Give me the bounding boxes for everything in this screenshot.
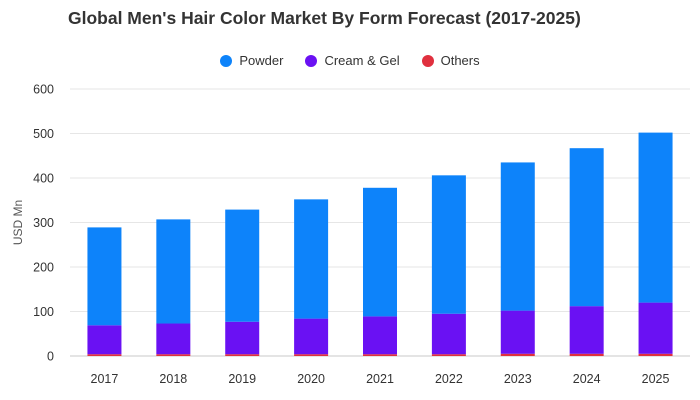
bar-cream-gel-2018 — [156, 323, 191, 355]
x-tick-label: 2022 — [435, 372, 463, 386]
bar-powder-2020 — [294, 199, 329, 319]
y-tick-label: 100 — [33, 305, 54, 319]
y-tick-label: 400 — [33, 172, 54, 186]
bar-cream-gel-2025 — [638, 302, 673, 354]
bar-powder-2022 — [431, 175, 466, 314]
bar-powder-2025 — [638, 132, 673, 303]
bar-cream-gel-2020 — [294, 318, 329, 355]
bar-others-2023 — [500, 353, 535, 356]
legend-label: Powder — [239, 53, 284, 68]
bar-others-2025 — [638, 353, 673, 356]
bar-cream-gel-2017 — [87, 325, 122, 355]
y-tick-label: 500 — [33, 127, 54, 141]
legend-item[interactable]: Cream & Gel — [305, 53, 400, 68]
bar-others-2019 — [225, 354, 260, 356]
x-tick-label: 2020 — [297, 372, 325, 386]
legend-label: Cream & Gel — [324, 53, 400, 68]
x-tick-label: 2025 — [642, 372, 670, 386]
x-tick-label: 2021 — [366, 372, 394, 386]
chart-title: Global Men's Hair Color Market By Form F… — [68, 8, 581, 28]
y-tick-label: 200 — [33, 261, 54, 275]
x-tick-label: 2018 — [159, 372, 187, 386]
bar-others-2018 — [156, 354, 191, 356]
bar-powder-2023 — [500, 162, 535, 311]
x-tick-label: 2024 — [573, 372, 601, 386]
bar-cream-gel-2023 — [500, 310, 535, 354]
x-tick-label: 2019 — [228, 372, 256, 386]
bar-powder-2018 — [156, 219, 191, 324]
bar-cream-gel-2021 — [363, 316, 397, 355]
bar-others-2021 — [363, 354, 397, 356]
y-tick-label: 600 — [33, 83, 54, 97]
legend-label: Others — [440, 53, 480, 68]
bar-powder-2019 — [225, 209, 260, 322]
y-axis-title: USD Mn — [11, 200, 25, 245]
bar-others-2022 — [431, 354, 466, 356]
x-tick-label: 2017 — [91, 372, 119, 386]
bar-cream-gel-2022 — [431, 313, 466, 355]
legend-item[interactable]: Others — [421, 53, 480, 68]
bar-others-2017 — [87, 354, 122, 356]
y-tick-label: 300 — [33, 216, 54, 230]
legend-dot-icon — [421, 54, 434, 67]
bar-cream-gel-2019 — [225, 321, 260, 355]
bar-powder-2017 — [87, 227, 122, 326]
x-tick-label: 2023 — [504, 372, 532, 386]
bar-others-2020 — [294, 354, 329, 356]
bar-powder-2024 — [569, 148, 604, 307]
legend-dot-icon — [220, 54, 233, 67]
legend-dot-icon — [305, 54, 318, 67]
bar-cream-gel-2024 — [569, 306, 604, 354]
legend: Powder Cream & Gel Others — [0, 53, 700, 68]
bar-powder-2021 — [363, 187, 397, 317]
bar-others-2024 — [569, 353, 604, 356]
legend-item[interactable]: Powder — [220, 53, 283, 68]
y-tick-label: 0 — [47, 350, 54, 364]
